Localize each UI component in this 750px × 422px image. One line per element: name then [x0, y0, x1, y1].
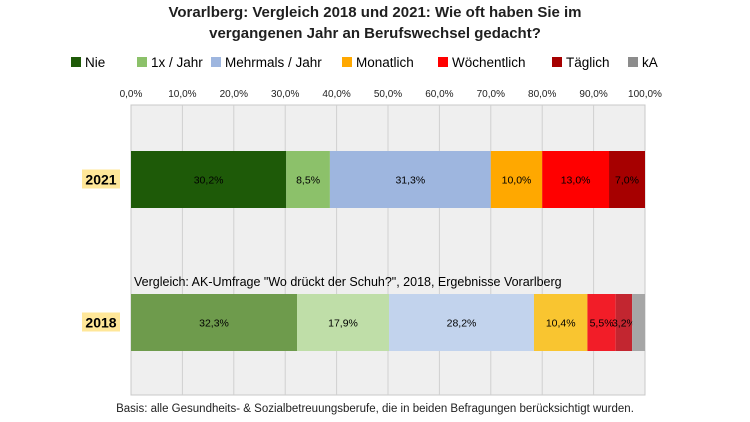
data-label-2018-3: 10,4% — [546, 318, 576, 330]
data-label-2021-2: 31,3% — [395, 175, 425, 187]
legend-label-5: Täglich — [566, 55, 610, 70]
legend-swatch-1 — [137, 57, 147, 67]
legend-label-2: Mehrmals / Jahr — [225, 55, 322, 70]
chart-title-line-2: vergangenen Jahr an Berufswechsel gedach… — [209, 25, 541, 42]
footnote: Basis: alle Gesundheits- & Sozialbetreuu… — [116, 403, 634, 415]
data-label-2021-0: 30,2% — [194, 175, 224, 187]
bar-2021-1 — [286, 151, 330, 208]
legend-swatch-5 — [552, 57, 562, 67]
x-tick-label-0: 0,0% — [120, 89, 143, 100]
data-label-2018-1: 17,9% — [328, 318, 358, 330]
legend-swatch-2 — [211, 57, 221, 67]
legend-swatch-6 — [628, 57, 638, 67]
bar-2018-0 — [131, 294, 298, 351]
bar-2021-4 — [542, 151, 610, 208]
y-label-highlight-2018 — [82, 312, 120, 332]
x-tick-label-1: 10,0% — [168, 89, 196, 100]
x-tick-label-10: 100,0% — [628, 89, 662, 100]
y-label-2021: 2021 — [85, 172, 116, 188]
legend-label-4: Wöchentlich — [452, 55, 526, 70]
bar-2021-3 — [490, 151, 543, 208]
y-label-highlight-2021 — [82, 169, 120, 189]
legend-label-1: 1x / Jahr — [151, 55, 203, 70]
y-axis-labels: 2021 2018 — [82, 169, 120, 332]
legend-label-3: Monatlich — [356, 55, 414, 70]
data-label-2021-4: 13,0% — [561, 175, 591, 187]
bar-2021-5 — [609, 151, 645, 208]
data-label-2018-0: 32,3% — [199, 318, 229, 330]
legend-swatch-0 — [71, 57, 81, 67]
bars: 30,2% 8,5% 31,3% 10,0% 13,0% 7,0% 32,3% 17,9% 28… — [131, 151, 645, 351]
data-label-2018-5: 3,2% — [612, 318, 636, 330]
legend: Nie 1x / Jahr Mehrmals / Jahr Monatlich Wöch… — [71, 55, 658, 70]
x-tick-label-4: 40,0% — [322, 89, 350, 100]
x-axis: 0,0% 10,0% 20,0% 30,0% 40,0% 50,0% 60,0% 70,0% 8… — [120, 89, 662, 100]
bar-2018-5 — [615, 294, 633, 351]
x-tick-label-7: 70,0% — [477, 89, 505, 100]
x-tick-label-9: 90,0% — [579, 89, 607, 100]
bar-2018-6 — [632, 294, 645, 351]
data-label-2021-3: 10,0% — [502, 175, 532, 187]
legend-swatch-3 — [342, 57, 352, 67]
bar-2018-2 — [389, 294, 534, 351]
bar-2021-2 — [329, 151, 491, 208]
legend-swatch-4 — [438, 57, 448, 67]
bar-2018-4 — [587, 294, 616, 351]
data-label-2018-4: 5,5% — [590, 318, 614, 330]
bar-2021-0 — [131, 151, 287, 208]
bar-2018-1 — [297, 294, 390, 351]
chart-title-line-1: Vorarlberg: Vergleich 2018 und 2021: Wie… — [168, 4, 582, 21]
y-label-2018: 2018 — [85, 315, 116, 331]
x-tick-label-5: 50,0% — [374, 89, 402, 100]
data-label-2018-2: 28,2% — [447, 318, 477, 330]
data-label-2021-1: 8,5% — [296, 175, 320, 187]
x-tick-label-6: 60,0% — [425, 89, 453, 100]
x-tick-label-3: 30,0% — [271, 89, 299, 100]
comparison-label: Vergleich: AK-Umfrage "Wo drückt der Sch… — [134, 275, 562, 289]
bar-2018-3 — [533, 294, 588, 351]
x-tick-label-2: 20,0% — [220, 89, 248, 100]
data-label-2021-5: 7,0% — [615, 175, 639, 187]
legend-label-6: kA — [642, 55, 658, 70]
x-tick-label-8: 80,0% — [528, 89, 556, 100]
legend-label-0: Nie — [85, 55, 105, 70]
